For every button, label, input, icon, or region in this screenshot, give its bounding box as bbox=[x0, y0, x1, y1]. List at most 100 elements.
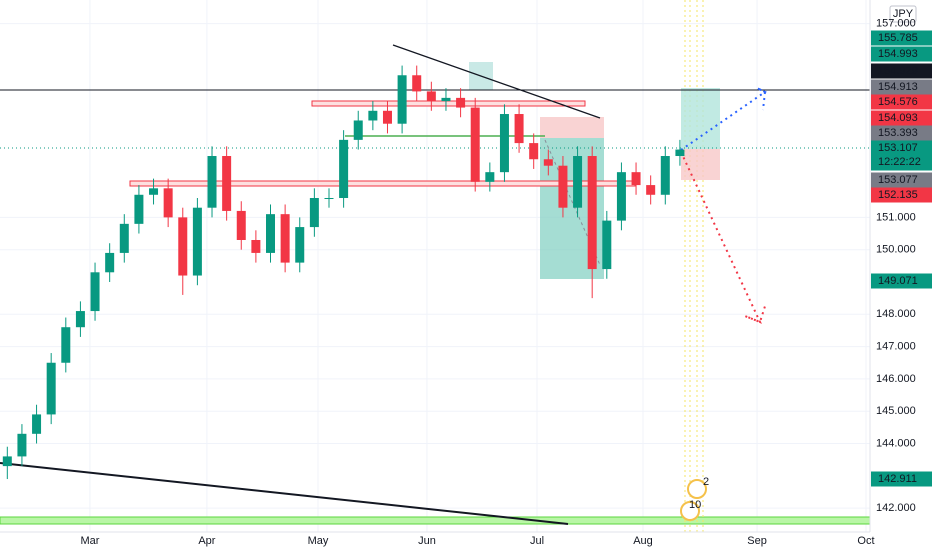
candle-body bbox=[192, 207, 202, 276]
candle-body bbox=[499, 114, 509, 173]
candle-body bbox=[207, 156, 217, 208]
candle-body bbox=[2, 456, 12, 467]
x-tick-label: Sep bbox=[747, 535, 767, 547]
price-label-box bbox=[871, 79, 932, 95]
price-label-box bbox=[871, 140, 932, 171]
events: 2 10 bbox=[680, 476, 709, 521]
price-label: 154.093 bbox=[878, 112, 918, 124]
candle-body bbox=[324, 198, 334, 200]
price-label: 154.929 bbox=[878, 65, 918, 77]
candle-body bbox=[543, 159, 553, 166]
candle-body bbox=[178, 217, 188, 276]
y-tick-label: 147.000 bbox=[876, 340, 916, 352]
candle-body bbox=[529, 143, 539, 160]
y-tick-label: 151.000 bbox=[876, 211, 916, 223]
event-lines bbox=[684, 0, 704, 532]
candle-body bbox=[470, 107, 480, 182]
candle-body bbox=[280, 214, 290, 263]
trend-line bbox=[0, 462, 569, 525]
candle-body bbox=[353, 120, 363, 140]
price-label-box bbox=[871, 172, 932, 188]
candle-body bbox=[90, 272, 100, 312]
x-tick-label: May bbox=[308, 535, 329, 547]
candle-body bbox=[631, 172, 641, 186]
event-icon[interactable] bbox=[687, 479, 707, 499]
candle-body bbox=[295, 227, 305, 263]
candle-body bbox=[456, 97, 466, 108]
candle-body bbox=[382, 110, 392, 124]
price-label: 142.911 bbox=[878, 473, 917, 485]
candle-body bbox=[660, 156, 670, 195]
candle-body bbox=[61, 327, 71, 363]
currency: JPY bbox=[893, 8, 914, 20]
projection bbox=[680, 87, 767, 151]
x-tick-label: Jul bbox=[530, 535, 544, 547]
candle-body bbox=[75, 311, 85, 328]
price-label: 154.913 bbox=[878, 81, 918, 93]
candle-body bbox=[251, 239, 261, 253]
price-label-box bbox=[871, 187, 932, 203]
candle-body bbox=[616, 172, 626, 221]
x-tick-label: Oct bbox=[857, 535, 874, 547]
x-tick-label: Apr bbox=[198, 535, 215, 547]
candle-body bbox=[236, 210, 246, 240]
price-label-box bbox=[871, 63, 932, 79]
candle-body bbox=[441, 97, 451, 102]
candle-body bbox=[46, 362, 56, 415]
price-label: 153.077 bbox=[878, 174, 918, 186]
candles bbox=[2, 65, 685, 480]
y-tick-label: 142.000 bbox=[876, 502, 916, 514]
candle-body bbox=[426, 91, 436, 102]
grid bbox=[0, 0, 870, 532]
y-tick-label: 148.000 bbox=[876, 308, 916, 320]
candle-body bbox=[17, 433, 27, 457]
x-tick-label: Aug bbox=[633, 535, 653, 547]
price-label: 155.785 bbox=[878, 32, 918, 44]
price-label: 149.071 bbox=[878, 275, 918, 287]
price-label-box bbox=[871, 110, 932, 126]
candle-body bbox=[32, 414, 42, 434]
stop-zone bbox=[540, 117, 604, 138]
currency-box bbox=[889, 5, 917, 23]
candle-body bbox=[602, 220, 612, 270]
event-count: 2 bbox=[703, 476, 709, 488]
candle-body bbox=[309, 198, 319, 228]
price-label-box bbox=[871, 273, 932, 289]
event-count: 10 bbox=[689, 499, 701, 511]
event-icon[interactable] bbox=[680, 501, 700, 521]
price-label-box bbox=[871, 125, 932, 141]
target-zone bbox=[681, 88, 720, 149]
candle-body bbox=[514, 114, 524, 144]
support-band bbox=[0, 516, 871, 525]
x-tick-label: Mar bbox=[80, 535, 99, 547]
candle-body bbox=[266, 214, 276, 253]
resistance-band bbox=[311, 100, 586, 107]
candle-body bbox=[222, 156, 232, 211]
countdown: 12:22:22 bbox=[878, 156, 921, 168]
candle-body bbox=[339, 139, 349, 199]
candle-body bbox=[163, 188, 173, 218]
price-label-box bbox=[871, 94, 932, 110]
price-label: 152.135 bbox=[878, 189, 918, 201]
path-line bbox=[544, 139, 601, 266]
y-tick-label: 144.000 bbox=[876, 437, 916, 449]
y-tick-label: 157.000 bbox=[876, 17, 916, 29]
candle-body bbox=[573, 156, 583, 208]
candle-body bbox=[587, 156, 597, 270]
candle-body bbox=[558, 165, 568, 208]
y-tick-label: 150.000 bbox=[876, 244, 916, 256]
candle-body bbox=[149, 188, 159, 195]
price-label: 153.107 bbox=[878, 142, 918, 154]
y-tick-label: 145.000 bbox=[876, 405, 916, 417]
x-tick-label: Jun bbox=[418, 535, 436, 547]
candle-body bbox=[397, 75, 407, 124]
candle-body bbox=[412, 75, 422, 92]
price-label: 154.993 bbox=[878, 48, 918, 60]
price-label: 153.393 bbox=[878, 127, 918, 139]
candle-body bbox=[368, 110, 378, 121]
price-label: 154.576 bbox=[878, 96, 918, 108]
trend-line bbox=[392, 44, 601, 119]
candle-body bbox=[119, 223, 129, 253]
